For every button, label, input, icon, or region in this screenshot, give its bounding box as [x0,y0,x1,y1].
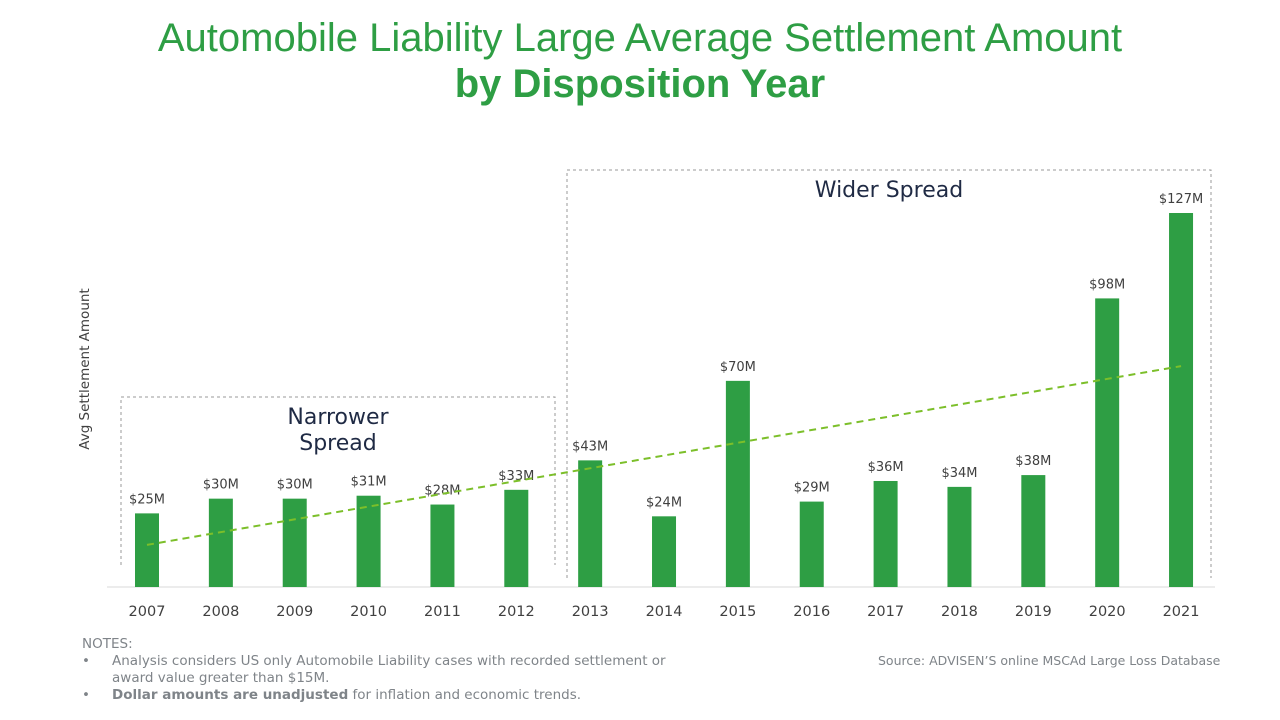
data-label: $30M [277,478,313,493]
data-label: $24M [646,495,682,510]
x-tick-label: 2011 [424,604,461,620]
data-label: $70M [720,360,756,375]
note-2: Dollar amounts are unadjusted for inflat… [112,687,581,704]
bar [430,504,455,587]
data-label: $38M [1015,454,1051,469]
trendline [146,365,1182,546]
y-axis-label: Avg Settlement Amount [77,288,93,449]
x-tick-label: 2009 [276,604,313,620]
bar [799,501,824,587]
chart-subtitle: by Disposition Year [454,62,826,106]
bar [578,460,603,587]
x-tick-label: 2018 [941,604,978,620]
data-label: $33M [498,469,534,484]
bar [1021,475,1046,587]
note-2-bold: Dollar amounts are unadjusted [112,687,349,703]
bar [725,380,750,587]
data-label: $127M [1159,192,1203,207]
annotation-box [120,396,556,565]
annotation-label: Narrower [287,405,389,430]
data-label: $29M [794,481,830,496]
data-label: $31M [351,475,387,490]
notes: NOTES: • Analysis considers US only Autom… [82,636,682,704]
bar [947,486,972,587]
annotation-label: Wider Spread [815,178,963,203]
bar [1169,213,1194,587]
x-tick-label: 2015 [719,604,756,620]
note-2-rest: for inflation and economic trends. [348,687,582,703]
data-label: $25M [129,492,165,507]
bar [652,516,677,587]
x-tick-label: 2010 [350,604,387,620]
notes-heading: NOTES: [82,636,133,652]
x-tick-label: 2007 [129,604,166,620]
data-label: $34M [941,466,977,481]
note-1: Analysis considers US only Automobile Li… [112,653,666,686]
annotation-label: Spread [299,431,376,456]
data-label: $98M [1089,277,1125,292]
annotation-box [566,169,1212,578]
x-tick-label: 2020 [1089,604,1126,620]
data-label: $36M [868,460,904,475]
x-tick-label: 2012 [498,604,535,620]
x-tick-label: 2021 [1163,604,1200,620]
bar [873,480,898,587]
bar [208,498,233,587]
x-tick-label: 2019 [1015,604,1052,620]
x-tick-label: 2013 [572,604,609,620]
bar [1095,298,1120,587]
bar [356,495,381,587]
bar [504,489,529,587]
chart-title: Automobile Liability Large Average Settl… [157,16,1123,60]
x-tick-label: 2008 [202,604,239,620]
x-tick-label: 2014 [646,604,683,620]
data-label: $43M [572,439,608,454]
bar [135,513,159,587]
data-label: $30M [203,478,239,493]
x-tick-label: 2016 [793,604,830,620]
x-tick-label: 2017 [867,604,904,620]
source-note: Source: ADVISEN’S online MSCAd Large Los… [878,653,1221,668]
bar [282,498,307,587]
